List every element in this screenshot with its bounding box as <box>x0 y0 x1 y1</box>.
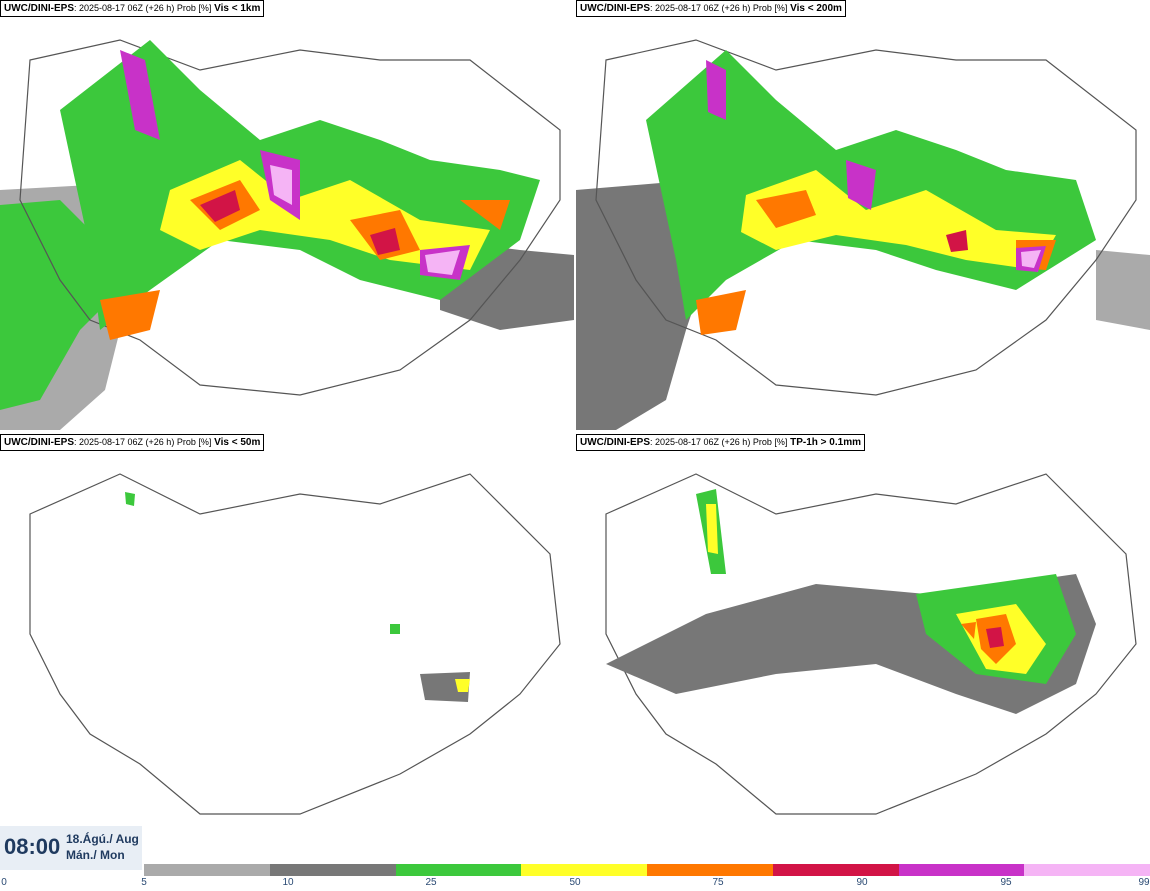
colorbar-segment <box>144 864 270 876</box>
colorbar-segment <box>269 864 396 876</box>
colorbar-tick-label: 90 <box>856 877 868 888</box>
colorbar-segment <box>772 864 899 876</box>
valid-date: 18.Ágú./ Aug <box>66 832 139 846</box>
map-panel-vis-1km: UWC/DINI-EPS: 2025-08-17 06Z (+26 h) Pro… <box>0 0 574 430</box>
map-panel-vis-200m: UWC/DINI-EPS: 2025-08-17 06Z (+26 h) Pro… <box>576 0 1150 430</box>
panel-title: UWC/DINI-EPS: 2025-08-17 06Z (+26 h) Pro… <box>0 434 265 451</box>
map-canvas <box>576 39 1150 430</box>
colorbar-tick-label: 99 <box>1138 877 1150 888</box>
colorbar-segment <box>1024 864 1150 876</box>
colorbar-tick-label: 5 <box>141 877 147 888</box>
valid-time: 08:00 <box>4 834 61 859</box>
panel-title: UWC/DINI-EPS: 2025-08-17 06Z (+26 h) Pro… <box>576 434 865 451</box>
colorbar-tick-label: 50 <box>569 877 581 888</box>
colorbar-tick-label: 25 <box>425 877 437 888</box>
valid-time-box: 08:00 18.Ágú./ Aug Mán./ Mon <box>0 826 142 870</box>
colorbar-tick-label: 10 <box>282 877 294 888</box>
colorbar-segment <box>395 864 522 876</box>
panel-title: UWC/DINI-EPS: 2025-08-17 06Z (+26 h) Pro… <box>0 0 265 17</box>
colorbar-segment <box>647 864 773 876</box>
map-panel-vis-50m: UWC/DINI-EPS: 2025-08-17 06Z (+26 h) Pro… <box>0 434 574 864</box>
valid-weekday: Mán./ Mon <box>66 848 125 862</box>
map-canvas <box>0 39 574 430</box>
colorbar <box>144 864 1150 876</box>
map-panel-tp-1h: UWC/DINI-EPS: 2025-08-17 06Z (+26 h) Pro… <box>576 434 1150 864</box>
colorbar-tick-label: 75 <box>712 877 724 888</box>
colorbar-tick-label: 95 <box>1000 877 1012 888</box>
map-canvas <box>605 473 1137 815</box>
map-canvas <box>29 473 561 815</box>
panel-title: UWC/DINI-EPS: 2025-08-17 06Z (+26 h) Pro… <box>576 0 846 17</box>
colorbar-segment <box>898 864 1025 876</box>
colorbar-segment <box>521 864 647 876</box>
colorbar-tick-label: 0 <box>1 877 7 888</box>
